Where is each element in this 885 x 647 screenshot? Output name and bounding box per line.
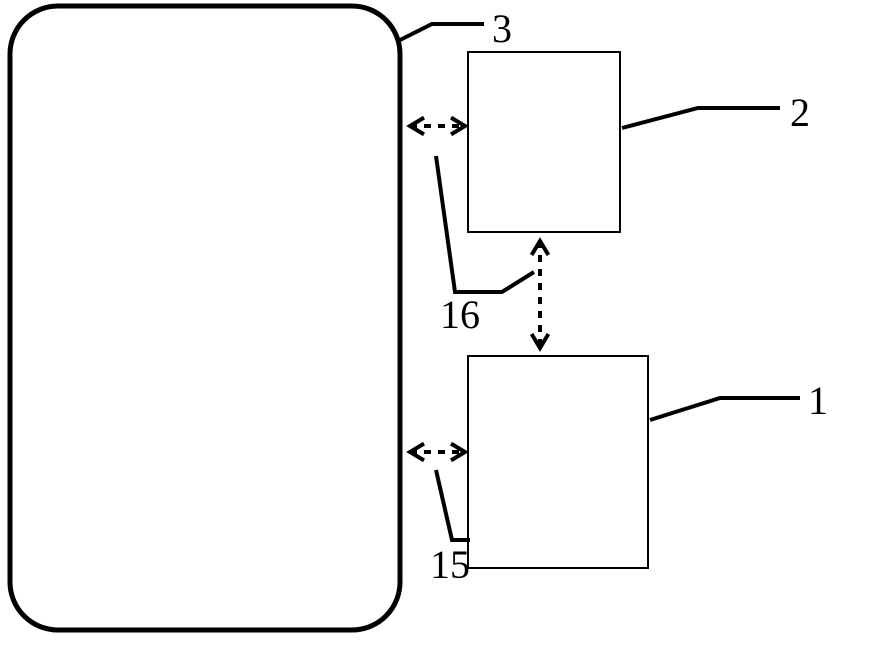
rounded-box — [10, 6, 400, 630]
label-3: 3 — [492, 6, 512, 51]
label-15: 15 — [430, 542, 470, 587]
box-bottom — [468, 356, 648, 568]
label-16: 16 — [440, 292, 480, 337]
label-1: 1 — [808, 378, 828, 423]
box-top — [468, 52, 620, 232]
label-2: 2 — [790, 90, 810, 135]
